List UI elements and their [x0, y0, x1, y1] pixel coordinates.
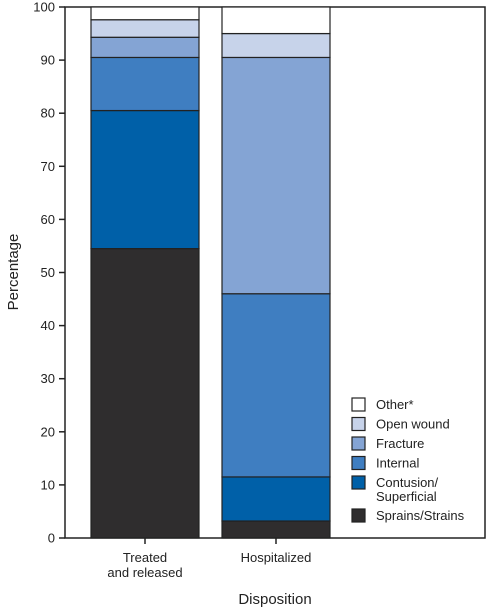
y-tick-label: 0 — [48, 531, 55, 546]
legend-label: Contusion/Superficial — [376, 475, 439, 504]
bar-segment — [90, 36, 200, 59]
legend-swatch — [351, 397, 366, 412]
legend-swatch — [351, 436, 366, 451]
y-tick-label: 70 — [41, 159, 55, 174]
x-axis: Treated and released Hospitalized — [107, 538, 311, 580]
y-tick-label: 60 — [41, 212, 55, 227]
y-tick-label: 50 — [41, 265, 55, 280]
y-tick-label: 40 — [41, 318, 55, 333]
bar-segment — [221, 32, 331, 59]
x-axis-title: Disposition — [238, 591, 311, 608]
legend-swatch — [351, 416, 366, 432]
bar-segment — [221, 476, 331, 522]
legend-label: Internal — [376, 456, 419, 471]
legend-swatch — [351, 475, 366, 490]
legend-label: Other* — [376, 397, 414, 412]
y-tick-label: 90 — [41, 53, 55, 68]
bars — [90, 6, 331, 539]
bar-segment — [221, 6, 331, 35]
bar-segment — [221, 520, 331, 539]
legend-label: Open wound — [376, 417, 450, 432]
x-tick-label: Hospitalized — [241, 550, 312, 565]
legend-swatch — [351, 508, 366, 523]
bar-segment — [90, 6, 200, 21]
y-tick-label: 100 — [33, 0, 55, 15]
bar-segment — [90, 248, 200, 539]
bar-segment — [221, 293, 331, 478]
legend-label: Sprains/Strains — [376, 508, 465, 523]
y-tick-label: 20 — [41, 424, 55, 439]
bar-segment — [90, 56, 200, 112]
bar-segment — [90, 109, 200, 250]
y-tick-label: 80 — [41, 106, 55, 121]
y-axis-title: Percentage — [5, 234, 22, 311]
bar-segment — [90, 19, 200, 38]
y-tick-label: 30 — [41, 371, 55, 386]
bar-segment — [221, 56, 331, 295]
y-axis: 0 10 20 30 40 50 60 70 80 90 100 — [33, 0, 65, 546]
legend-label: Fracture — [376, 436, 424, 451]
legend-swatch — [351, 455, 366, 471]
x-tick-label: Treated and released — [107, 550, 182, 580]
legend: Other* Open wound Fracture Internal Contusio… — [351, 397, 465, 523]
y-tick-label: 10 — [41, 477, 55, 492]
